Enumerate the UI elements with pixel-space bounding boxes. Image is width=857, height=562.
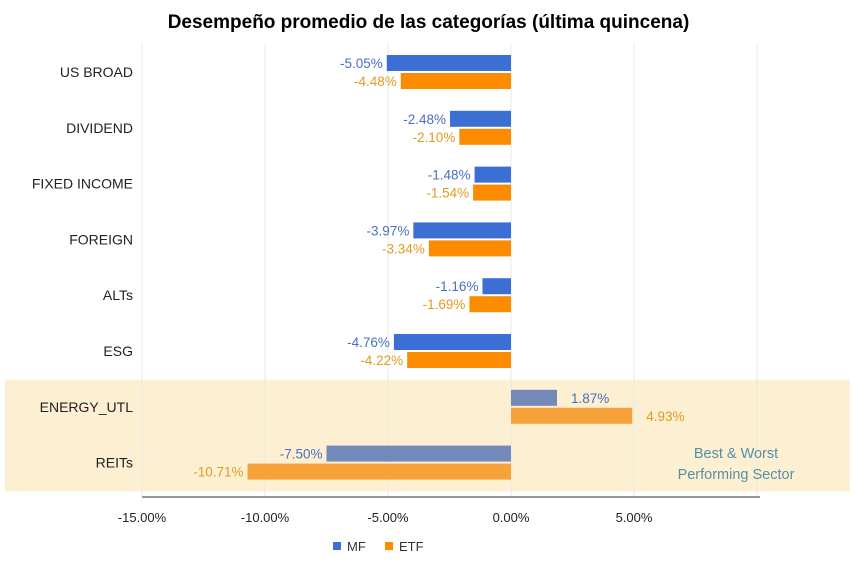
etf-value-label: -4.48% [354, 74, 397, 89]
x-tick-labels: -15.00% -10.00% -5.00% 0.00% 5.00% [118, 510, 653, 525]
etf-bar [511, 407, 633, 424]
mf-value-label: -7.50% [280, 447, 323, 462]
x-tick-label: -5.00% [367, 510, 409, 525]
legend-label-mf: MF [347, 539, 366, 554]
category-label: FIXED INCOME [32, 176, 133, 192]
mf-value-label: -1.16% [436, 279, 479, 294]
etf-bar [247, 463, 511, 480]
category-label: FOREIGN [69, 231, 133, 247]
x-tick-label: 5.00% [616, 510, 653, 525]
mf-value-label: -3.97% [367, 223, 410, 238]
category-label: ESG [103, 343, 133, 359]
legend-swatch-mf [333, 542, 341, 550]
category-labels: US BROAD DIVIDEND FIXED INCOME FOREIGN ALTs E… [32, 64, 133, 471]
x-tick-label: -15.00% [118, 510, 167, 525]
etf-bar [473, 184, 511, 201]
mf-bar [449, 110, 511, 127]
etf-bar [469, 296, 511, 313]
mf-bar [511, 389, 558, 406]
x-tick-label: 0.00% [493, 510, 530, 525]
annotation: Best & Worst Performing Sector [678, 446, 795, 483]
mf-bar [474, 166, 511, 183]
mf-value-label: -2.48% [403, 112, 446, 127]
category-label: DIVIDEND [66, 120, 133, 136]
etf-value-label: 4.93% [646, 409, 684, 424]
mf-value-label: -1.48% [428, 168, 471, 183]
annotation-text: Best & Worst [694, 446, 778, 462]
etf-bar [459, 128, 511, 145]
mf-bar [413, 222, 511, 239]
category-label: US BROAD [60, 64, 133, 80]
legend-swatch-etf [385, 542, 393, 550]
category-label: ENERGY_UTL [40, 399, 134, 415]
value-labels: -5.05% -4.48% -2.48% -2.10% -1.48% -1.54% -3.9… [193, 56, 684, 480]
etf-value-label: -1.54% [426, 186, 469, 201]
mf-bar [393, 334, 511, 350]
mf-value-label: -4.76% [347, 335, 390, 350]
legend-label-etf: ETF [399, 539, 424, 554]
etf-value-label: -1.69% [423, 297, 466, 312]
mf-value-label: 1.87% [571, 391, 609, 406]
mf-bar [326, 445, 511, 462]
bars [247, 55, 633, 480]
mf-bar [482, 278, 511, 295]
category-label: REITs [96, 455, 133, 471]
legend: MF ETF [333, 539, 424, 554]
x-tick-label: -10.00% [241, 510, 290, 525]
etf-value-label: -2.10% [413, 130, 456, 145]
etf-bar [407, 352, 511, 368]
etf-value-label: -4.22% [360, 353, 403, 368]
etf-value-label: -10.71% [193, 465, 243, 480]
mf-value-label: -5.05% [340, 56, 383, 71]
mf-bar [386, 55, 511, 71]
etf-bar [400, 73, 511, 89]
category-label: ALTs [103, 287, 133, 303]
etf-value-label: -3.34% [382, 241, 425, 256]
chart-title: Desempeño promedio de las categorías (úl… [167, 12, 690, 33]
annotation-text: Performing Sector [678, 467, 795, 483]
etf-bar [428, 240, 511, 257]
